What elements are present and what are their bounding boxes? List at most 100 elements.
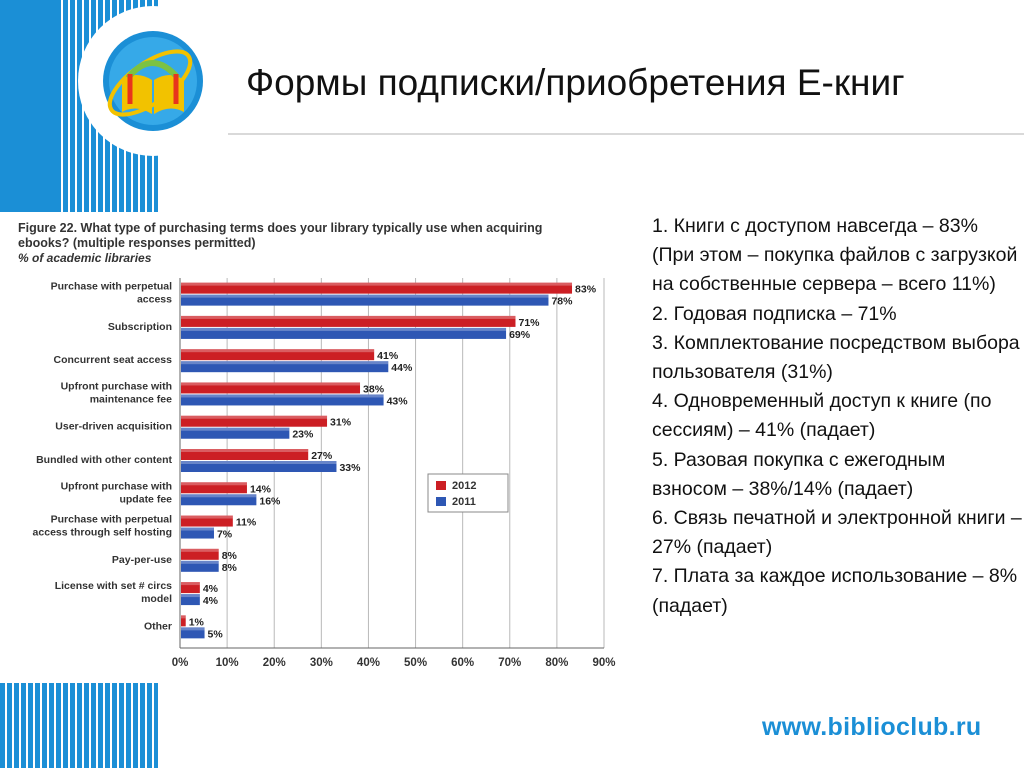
- category-label: Concurrent seat access: [54, 354, 173, 366]
- note-item: 6. Связь печатной и электронной книги – …: [652, 507, 1022, 559]
- data-label: 23%: [292, 429, 314, 441]
- category-label: Upfront purchase with: [61, 480, 172, 492]
- bar-2012: [181, 415, 328, 427]
- bar-2011: [181, 494, 257, 506]
- bar-2011: [181, 560, 219, 572]
- bar-highlight: [181, 527, 214, 531]
- note-item: 4. Одновременный доступ к книге (по сесс…: [652, 390, 992, 442]
- data-label: 83%: [575, 284, 597, 296]
- x-tick-label: 60%: [451, 657, 474, 669]
- data-label: 14%: [250, 483, 272, 495]
- category-label: access: [137, 294, 172, 306]
- bar-2011: [181, 294, 549, 306]
- data-label: 71%: [518, 317, 540, 329]
- bar-2012: [181, 382, 361, 394]
- category-label: Purchase with perpetual: [51, 281, 172, 293]
- category-label: model: [141, 593, 172, 605]
- bar-highlight: [181, 494, 257, 498]
- bar-2012: [181, 449, 309, 460]
- chart-subtitle: % of academic libraries: [18, 251, 152, 265]
- data-label: 38%: [363, 383, 385, 395]
- x-tick-label: 90%: [592, 657, 615, 669]
- note-item: (При этом – покупка файлов с загрузкой н…: [652, 244, 1018, 296]
- bar-highlight: [181, 315, 516, 319]
- bar-2011: [181, 327, 507, 339]
- data-label: 44%: [391, 362, 413, 374]
- bar-2012: [181, 315, 516, 327]
- category-label: update fee: [119, 493, 172, 505]
- bar-2012: [181, 615, 186, 627]
- category-label: Pay-per-use: [112, 554, 172, 566]
- category-label: access through self hosting: [33, 527, 172, 539]
- data-label: 69%: [509, 329, 531, 341]
- data-label: 4%: [203, 583, 219, 595]
- bar-2011: [181, 394, 384, 406]
- category-label: License with set # circs: [55, 580, 172, 592]
- bar-highlight: [181, 361, 389, 365]
- bar-highlight: [181, 294, 549, 298]
- x-tick-label: 30%: [310, 657, 333, 669]
- data-label: 8%: [222, 562, 238, 574]
- bar-highlight: [181, 427, 290, 431]
- bar-highlight: [181, 594, 200, 598]
- bar-2011: [181, 594, 200, 606]
- bar-2012: [181, 582, 200, 594]
- bar-highlight: [181, 349, 375, 353]
- bar-highlight: [181, 482, 247, 486]
- bar-highlight: [181, 394, 384, 398]
- x-tick-label: 50%: [404, 657, 427, 669]
- bar-highlight: [181, 548, 219, 552]
- note-item: 3. Комплектование посредством выбора пол…: [652, 331, 1020, 384]
- bar-highlight: [181, 560, 219, 564]
- legend-label: 2011: [452, 496, 476, 508]
- x-tick-label: 0%: [172, 657, 189, 669]
- bar-2012: [181, 515, 233, 527]
- title-underline: [228, 133, 1024, 135]
- category-label: Other: [144, 620, 172, 632]
- data-label: 5%: [208, 628, 224, 640]
- x-tick-label: 20%: [263, 657, 286, 669]
- bar-2011: [181, 461, 337, 472]
- x-tick-label: 80%: [545, 657, 568, 669]
- bar-highlight: [181, 282, 573, 286]
- data-label: 43%: [387, 395, 409, 407]
- data-label: 31%: [330, 417, 352, 429]
- data-label: 27%: [311, 450, 333, 462]
- bar-highlight: [181, 582, 200, 586]
- x-tick-label: 10%: [216, 657, 239, 669]
- decorative-stripes-bottom: [0, 683, 158, 768]
- note-item: 5. Разовая покупка с ежегодным взносом –…: [652, 448, 946, 500]
- data-label: 7%: [217, 529, 233, 541]
- data-label: 16%: [259, 495, 281, 507]
- data-label: 78%: [551, 296, 573, 308]
- data-label: 11%: [236, 517, 257, 529]
- data-label: 4%: [203, 595, 219, 607]
- notes-list: 1. Книги с доступом навсегда – 83% (При э…: [652, 212, 1024, 621]
- bar-highlight: [181, 515, 233, 519]
- x-tick-label: 40%: [357, 657, 380, 669]
- data-label: 33%: [339, 462, 361, 474]
- bar-2012: [181, 482, 247, 494]
- bar-highlight: [181, 627, 205, 631]
- chart-panel: Figure 22. What type of purchasing terms…: [12, 214, 624, 676]
- bar-2011: [181, 361, 389, 373]
- category-label: Bundled with other content: [36, 454, 172, 466]
- category-label: Purchase with perpetual: [51, 514, 172, 526]
- open-book-logo-icon: [103, 31, 203, 131]
- data-label: 41%: [377, 350, 399, 362]
- note-item: 2. Годовая подписка – 71%: [652, 302, 897, 325]
- data-label: 1%: [189, 616, 205, 628]
- note-item: 1. Книги с доступом навсегда – 83%: [652, 215, 978, 237]
- bar-chart: Figure 22. What type of purchasing terms…: [18, 221, 616, 669]
- website-link[interactable]: www.biblioclub.ru: [762, 713, 982, 741]
- category-label: Subscription: [108, 321, 172, 333]
- legend-swatch-2012: [436, 481, 446, 490]
- legend-label: 2012: [452, 480, 476, 492]
- x-tick-label: 70%: [498, 657, 521, 669]
- bar-2011: [181, 527, 214, 539]
- chart-title-line: Figure 22. What type of purchasing terms…: [18, 221, 542, 235]
- bar-highlight: [181, 461, 337, 464]
- category-label: User-driven acquisition: [55, 421, 172, 433]
- bar-highlight: [181, 327, 507, 331]
- bar-2011: [181, 627, 205, 639]
